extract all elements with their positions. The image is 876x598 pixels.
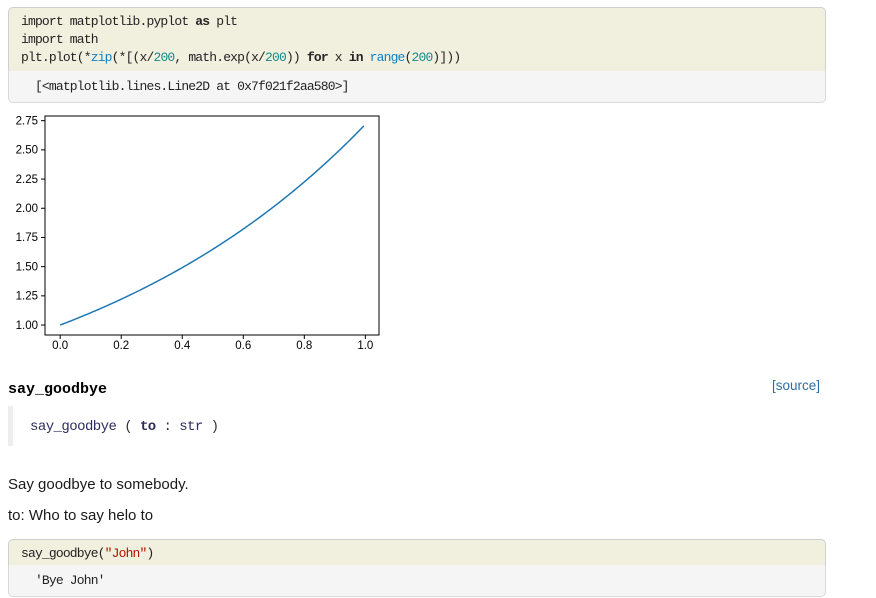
svg-text:1.50: 1.50: [16, 261, 38, 273]
svg-text:1.75: 1.75: [16, 232, 38, 244]
svg-text:1.25: 1.25: [16, 291, 38, 303]
svg-text:0.0: 0.0: [52, 340, 68, 352]
svg-text:1.00: 1.00: [16, 320, 38, 332]
svg-text:2.75: 2.75: [16, 115, 38, 127]
svg-text:0.2: 0.2: [113, 340, 129, 352]
svg-text:2.00: 2.00: [16, 203, 38, 215]
svg-text:1.0: 1.0: [357, 340, 373, 352]
svg-text:2.50: 2.50: [16, 145, 38, 157]
svg-text:0.6: 0.6: [235, 340, 251, 352]
svg-text:0.4: 0.4: [174, 340, 191, 352]
svg-text:0.8: 0.8: [296, 340, 312, 352]
svg-text:2.25: 2.25: [16, 174, 38, 186]
